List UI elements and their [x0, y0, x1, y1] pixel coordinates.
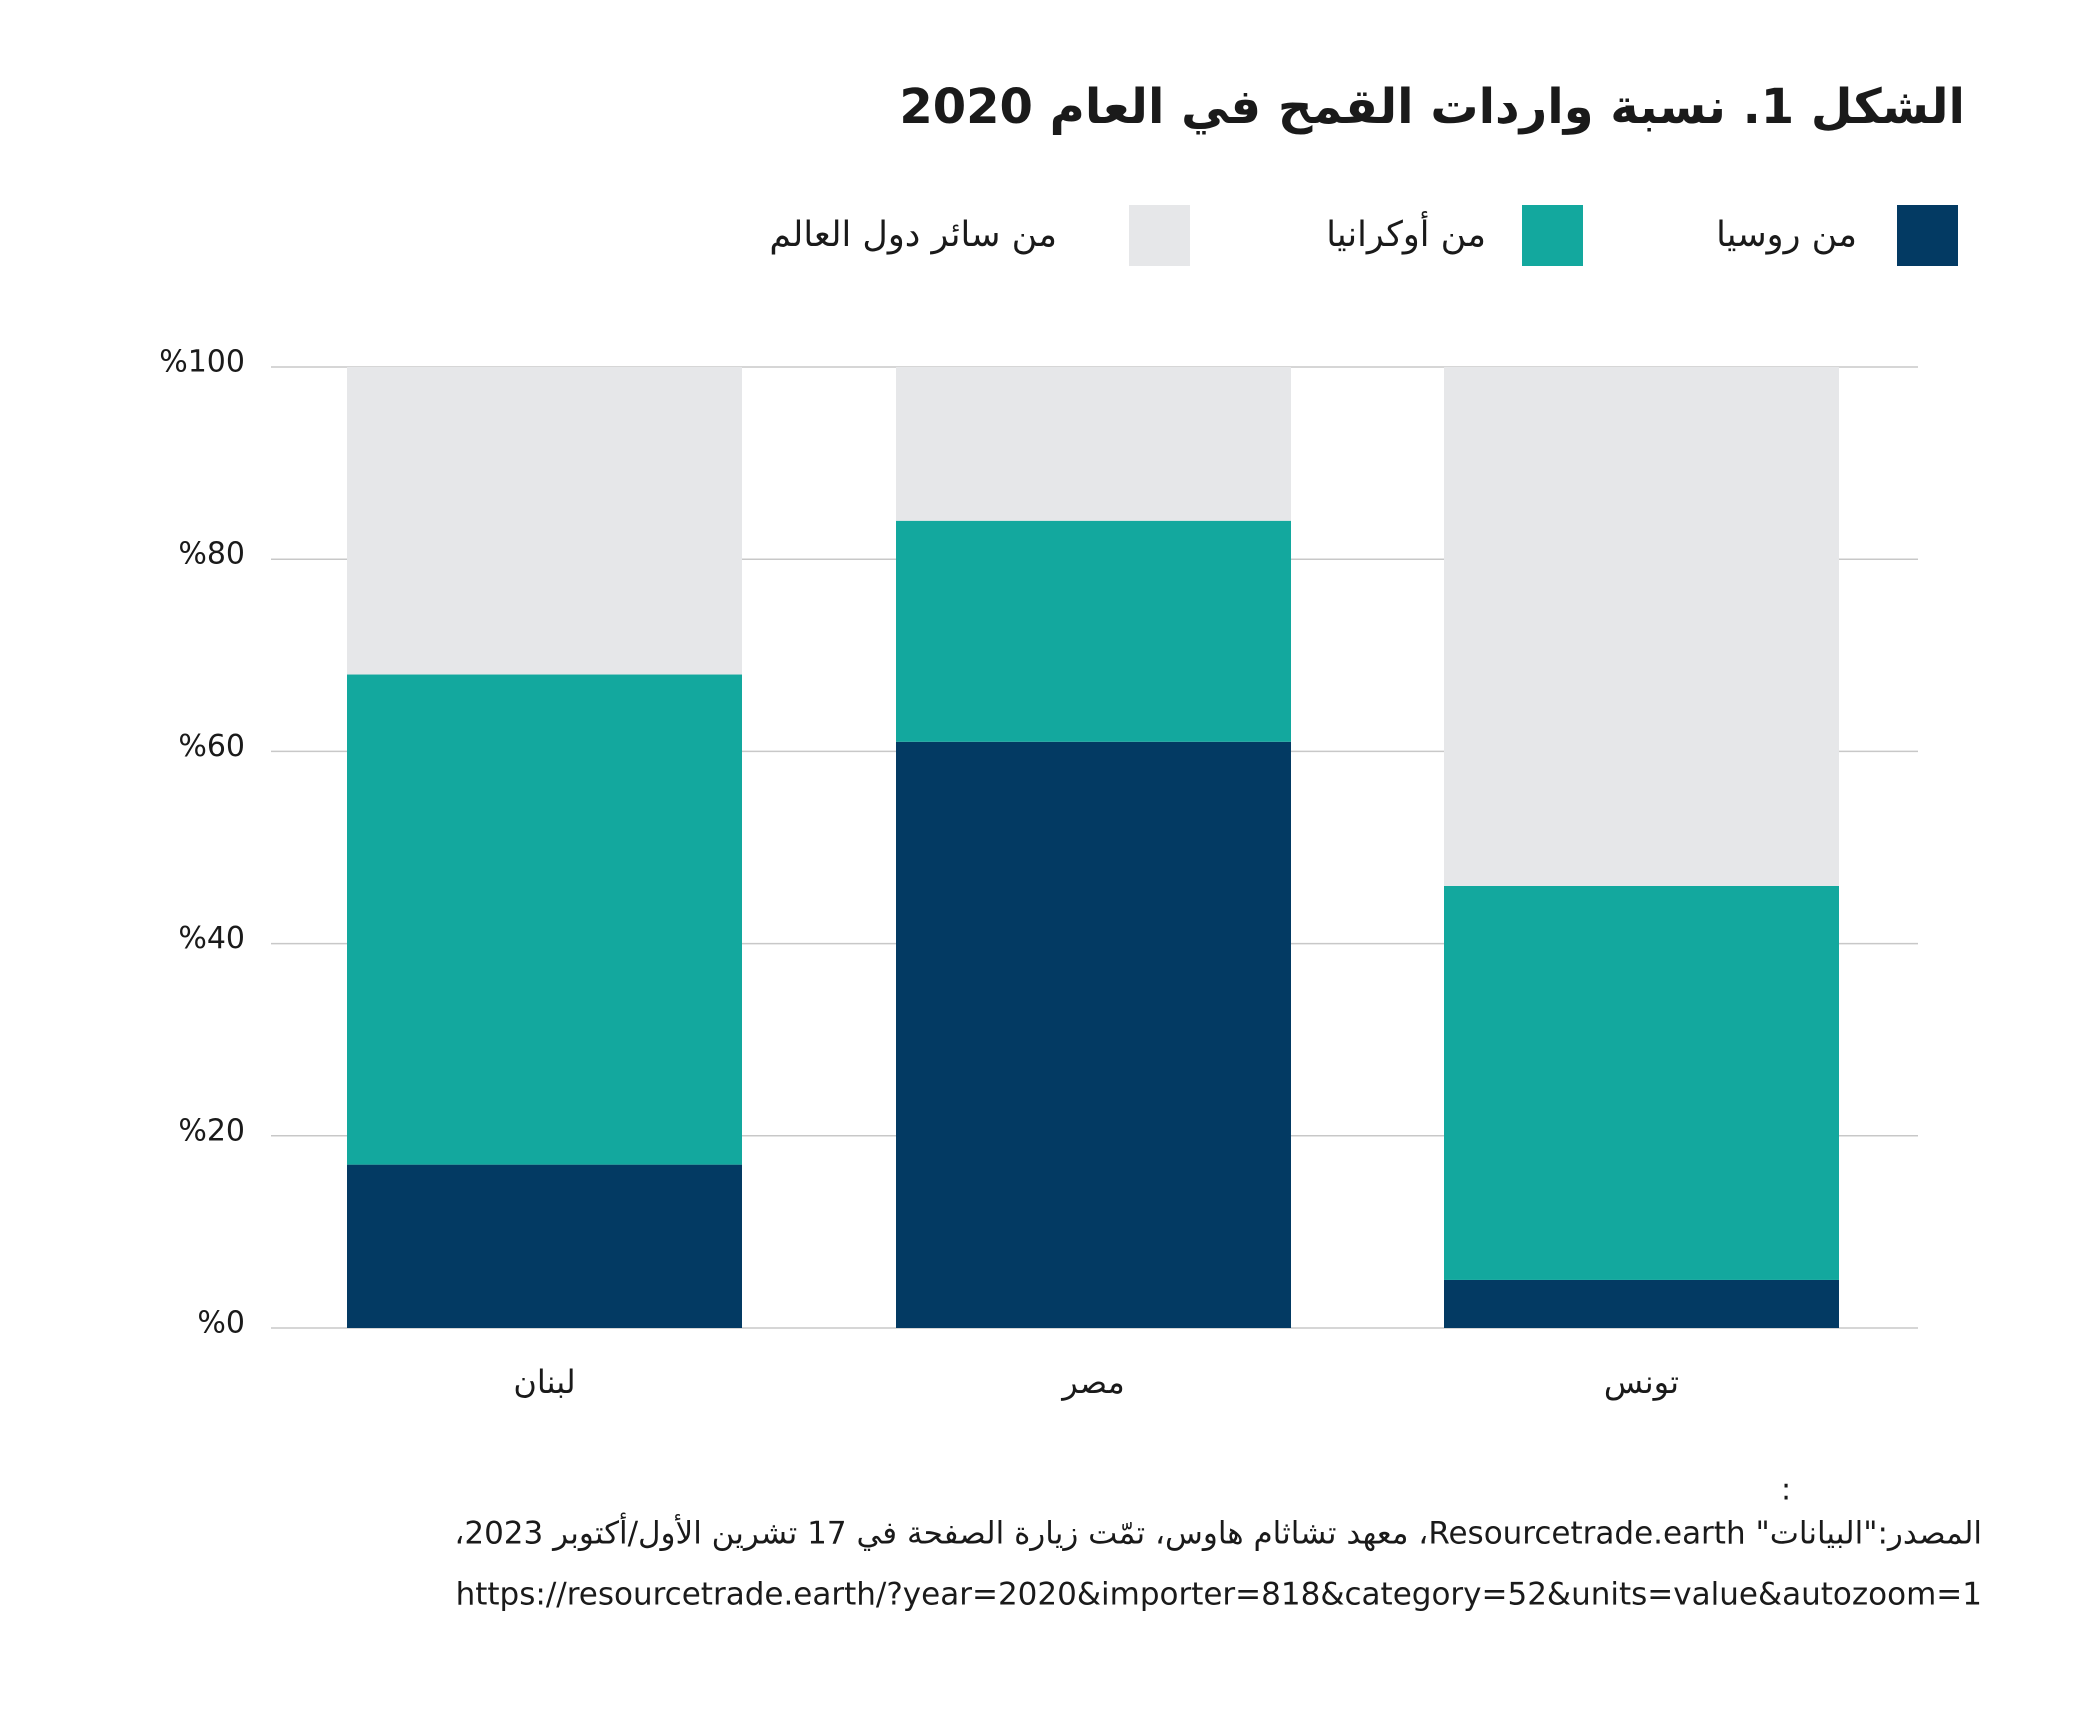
legend-label: من سائر دول العالم	[769, 215, 1057, 255]
y-tick-label: %40	[178, 921, 245, 956]
y-tick-label: %20	[178, 1113, 245, 1148]
y-tick-label: %0	[197, 1306, 245, 1341]
source-text: المصدر:"البيانات" Resourcetrade.earth، م…	[454, 1513, 1982, 1552]
legend-label: من أوكرانيا	[1326, 211, 1486, 255]
bar-segment	[347, 367, 742, 675]
x-tick-label: لبنان	[513, 1363, 575, 1401]
y-tick-label: %100	[159, 345, 245, 380]
bar-segment	[896, 367, 1291, 521]
y-tick-label: %60	[178, 729, 245, 764]
chart-title: الشكل 1. نسبة واردات القمح في العام 2020	[899, 79, 1965, 135]
legend-swatch	[1129, 205, 1190, 266]
bar-segment	[1444, 367, 1839, 886]
bar-segment	[347, 674, 742, 1165]
x-tick-label: مصر	[1060, 1363, 1125, 1401]
bar-segment	[1444, 1279, 1839, 1328]
y-tick-label: %80	[178, 537, 245, 572]
bar-segment	[896, 520, 1291, 742]
source-url: https://resourcetrade.earth/?year=2020&i…	[456, 1577, 1982, 1613]
legend-label: من روسيا	[1716, 215, 1857, 255]
legend-swatch	[1897, 205, 1958, 266]
bar-segment	[896, 741, 1291, 1328]
bar-segment	[347, 1164, 742, 1328]
bar-segment	[1444, 885, 1839, 1280]
source-mark: :	[1781, 1473, 1791, 1508]
legend-swatch	[1522, 205, 1583, 266]
x-tick-label: تونس	[1604, 1363, 1679, 1401]
